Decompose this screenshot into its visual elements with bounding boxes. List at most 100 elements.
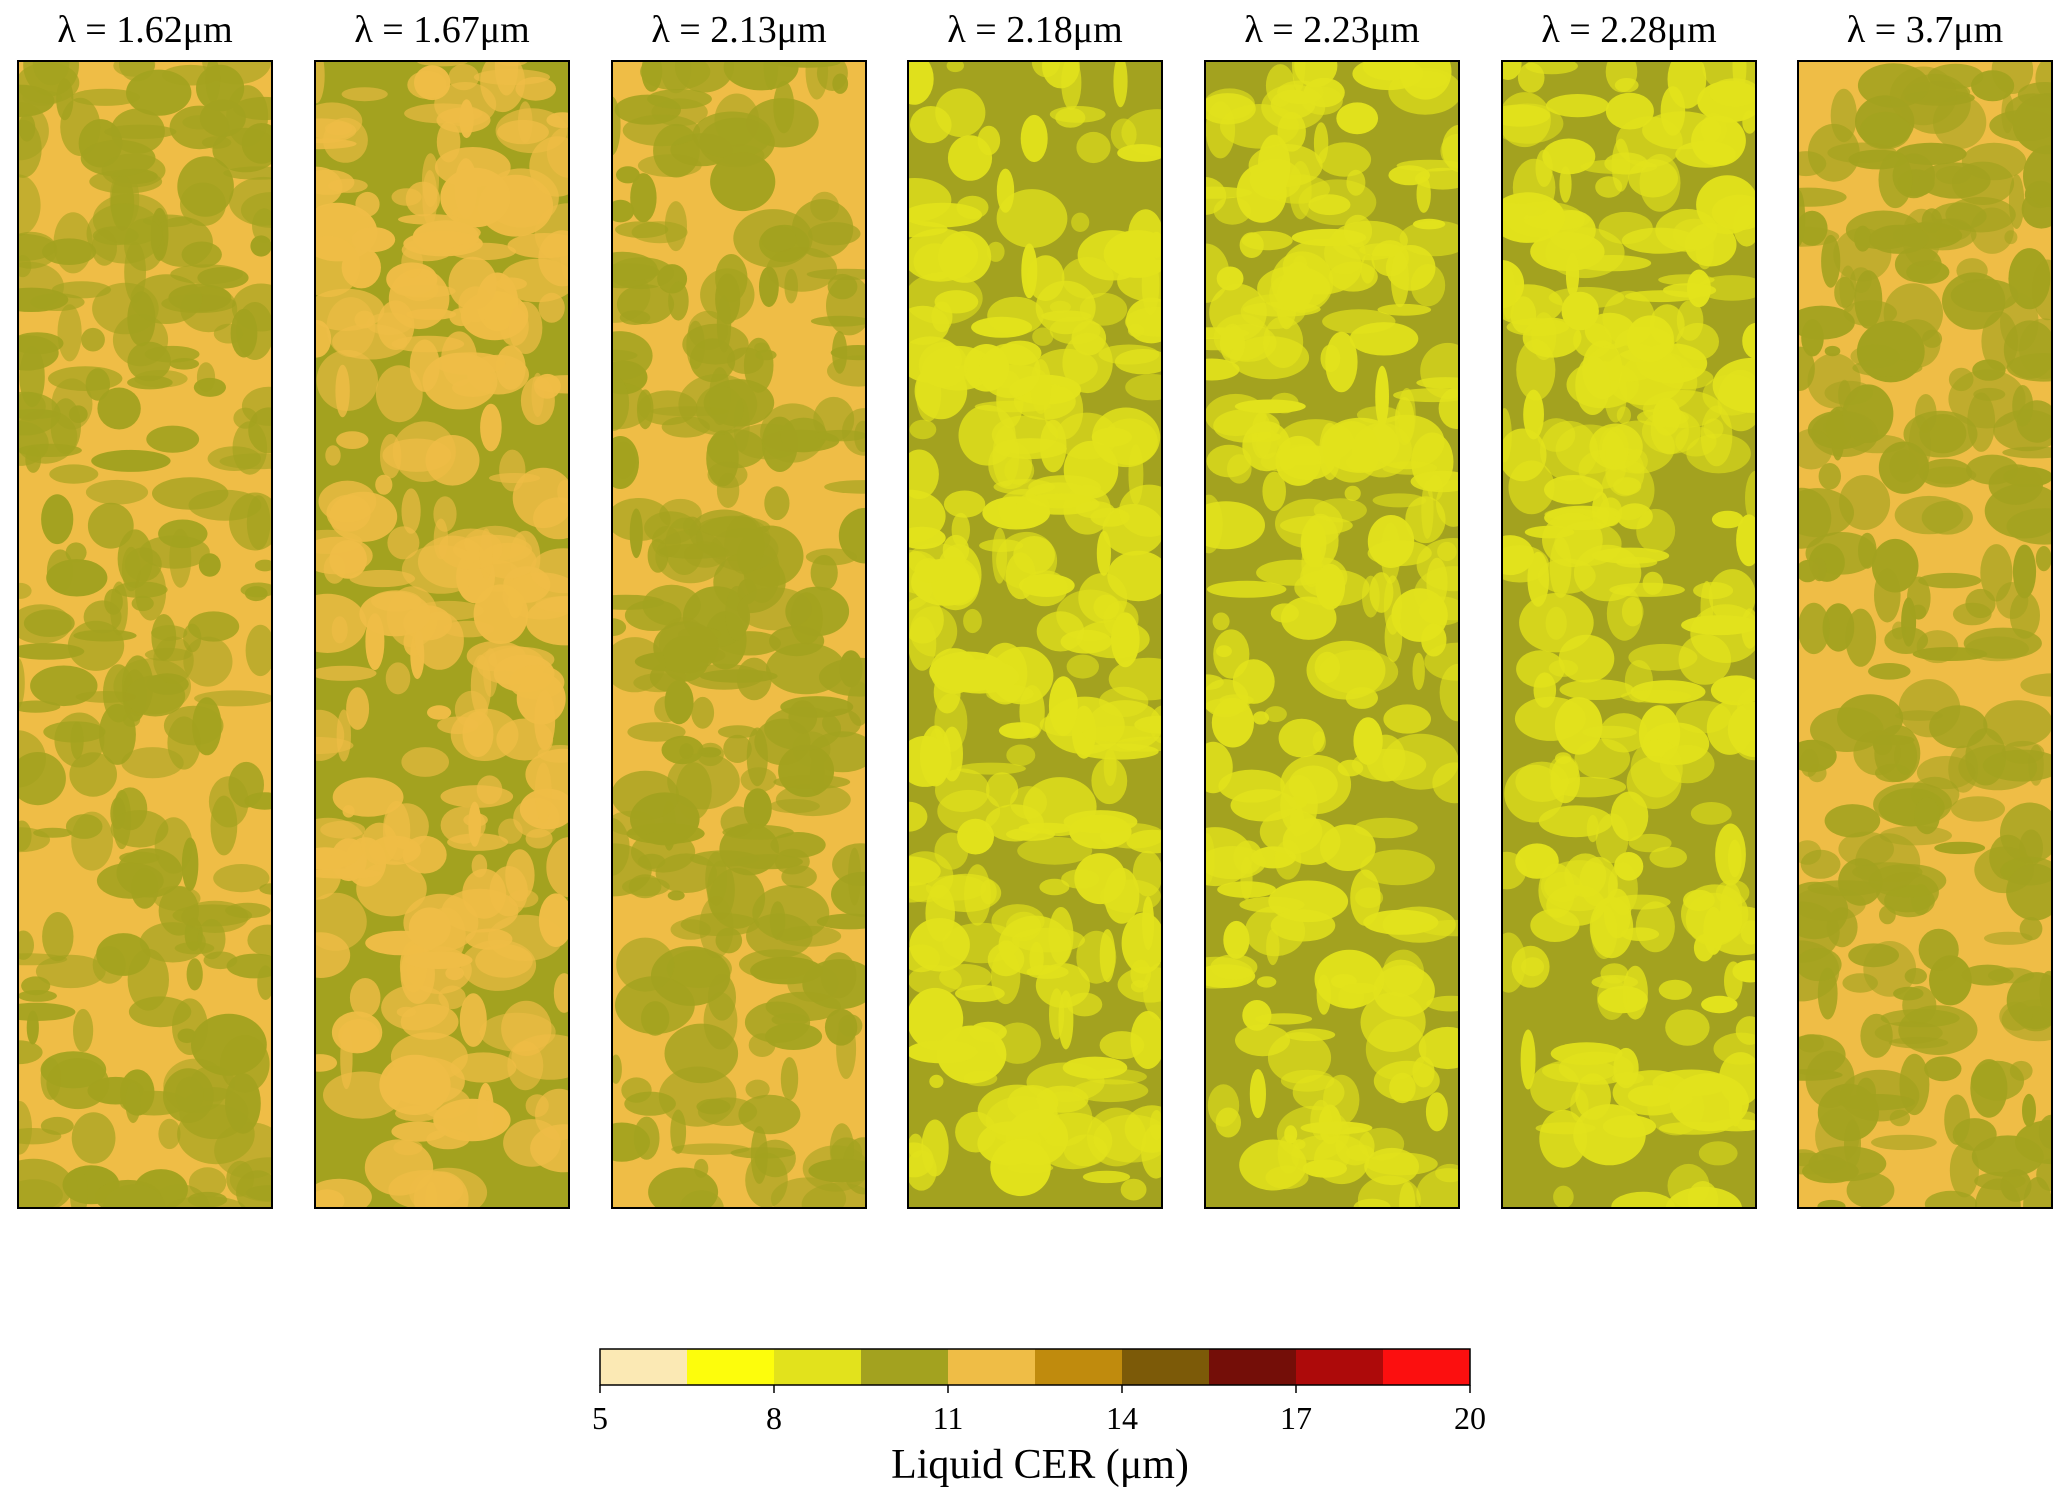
heatmap-patch	[546, 112, 570, 128]
heatmap-patch	[1242, 1000, 1272, 1031]
heatmap-patch	[738, 1094, 801, 1135]
heatmap-patch	[314, 868, 383, 879]
heatmap-patch	[462, 868, 507, 919]
heatmap-panel	[1204, 60, 1460, 1209]
heatmap-patch	[73, 1008, 94, 1053]
heatmap-patch	[1006, 744, 1036, 766]
heatmap-patch	[1323, 421, 1380, 483]
heatmap-patch	[1308, 194, 1351, 216]
heatmap-patch	[229, 492, 273, 551]
heatmap-patch	[1119, 484, 1163, 537]
heatmap-patch	[172, 998, 208, 1055]
heatmap-patch	[1096, 530, 1111, 576]
heatmap-patch	[1807, 353, 1861, 409]
heatmap-patch	[814, 429, 867, 442]
heatmap-patch	[979, 539, 1024, 552]
colorbar-bin	[1383, 1349, 1470, 1385]
heatmap-patch	[708, 974, 736, 1021]
heatmap-patch	[1048, 676, 1078, 736]
heatmap-patch	[1356, 406, 1401, 424]
heatmap-patch	[1098, 686, 1149, 718]
heatmap-patch	[991, 949, 1021, 1005]
heatmap-patch	[1800, 748, 1819, 777]
heatmap-patch	[1740, 920, 1757, 945]
heatmap-patch	[624, 1091, 676, 1116]
heatmap-patch	[1416, 538, 1460, 592]
heatmap-patch	[746, 727, 768, 787]
heatmap-patch	[2012, 544, 2037, 599]
heatmap-patch	[1929, 955, 1972, 1006]
heatmap-patch	[375, 365, 423, 423]
heatmap-patch	[723, 734, 752, 764]
heatmap-patch	[336, 431, 369, 449]
heatmap-patch	[1314, 949, 1385, 1009]
heatmap-patch	[766, 247, 838, 292]
heatmap-patch	[750, 956, 823, 985]
heatmap-patch	[1854, 225, 1872, 252]
heatmap-patch	[1516, 339, 1556, 401]
heatmap-patch	[33, 827, 73, 838]
heatmap-patch	[1797, 187, 1847, 207]
heatmap-patch	[907, 449, 939, 500]
heatmap-patch	[23, 609, 75, 637]
heatmap-patch	[1871, 538, 1919, 593]
heatmap-patch	[1082, 1170, 1131, 1184]
heatmap-patch	[697, 1097, 758, 1126]
heatmap-patch	[692, 111, 772, 159]
heatmap-patch	[1313, 1135, 1370, 1185]
heatmap-patch	[907, 489, 946, 543]
heatmap-patch	[1130, 980, 1148, 993]
heatmap-patch	[1071, 212, 1090, 232]
heatmap-patch	[2035, 546, 2052, 572]
heatmap-patch	[1204, 358, 1240, 381]
heatmap-patch	[1676, 322, 1719, 361]
heatmap-patch	[1110, 118, 1137, 151]
heatmap-patch	[1859, 111, 1911, 150]
panel-frame	[1501, 60, 1757, 1209]
panel-title: λ = 2.18μm	[947, 9, 1123, 51]
heatmap-patch	[197, 267, 249, 289]
heatmap-patch	[963, 608, 982, 634]
colorbar-tick-label: 20	[1454, 1400, 1486, 1436]
heatmap-patch	[515, 76, 556, 101]
heatmap-patch	[1636, 508, 1676, 553]
heatmap-patch	[199, 99, 246, 137]
heatmap-patch	[978, 343, 1041, 399]
heatmap-patch	[65, 814, 103, 839]
heatmap-patch	[1869, 224, 1929, 254]
heatmap-patch	[1230, 789, 1297, 822]
heatmap-patch	[908, 965, 962, 996]
heatmap-patch	[119, 851, 160, 864]
heatmap-patch	[96, 862, 164, 899]
heatmap-patch	[75, 691, 137, 703]
heatmap-patch	[1582, 725, 1637, 739]
heatmap-patch	[520, 376, 555, 426]
heatmap-patch	[977, 1084, 1058, 1137]
colorbar-label: Liquid CER (μm)	[891, 1442, 1189, 1488]
heatmap-patch	[17, 1179, 63, 1209]
heatmap-patch	[700, 268, 755, 322]
heatmap-patch	[1846, 1172, 1895, 1209]
heatmap-patch	[1591, 975, 1639, 990]
heatmap-patch	[17, 930, 34, 960]
heatmap-patch	[91, 229, 117, 266]
heatmap-patch	[1074, 853, 1126, 905]
heatmap-patch	[354, 310, 375, 329]
heatmap-patch	[117, 529, 153, 588]
heatmap-patch	[788, 700, 818, 734]
heatmap-patch	[92, 946, 126, 984]
heatmap-patch	[940, 659, 1019, 694]
heatmap-patch	[816, 913, 867, 930]
heatmap-patch	[153, 885, 201, 911]
heatmap-patch	[1895, 142, 1967, 165]
heatmap-patch	[1919, 414, 1967, 454]
heatmap-patch	[832, 843, 867, 886]
heatmap-patch	[1665, 1009, 1710, 1046]
heatmap-patch	[631, 831, 696, 873]
heatmap-patch	[1344, 485, 1361, 501]
heatmap-patch	[993, 479, 1056, 495]
heatmap-patch	[1613, 1047, 1639, 1089]
heatmap-patch	[1891, 621, 1906, 640]
heatmap-patch	[1062, 332, 1113, 394]
heatmap-patch	[1561, 291, 1599, 331]
